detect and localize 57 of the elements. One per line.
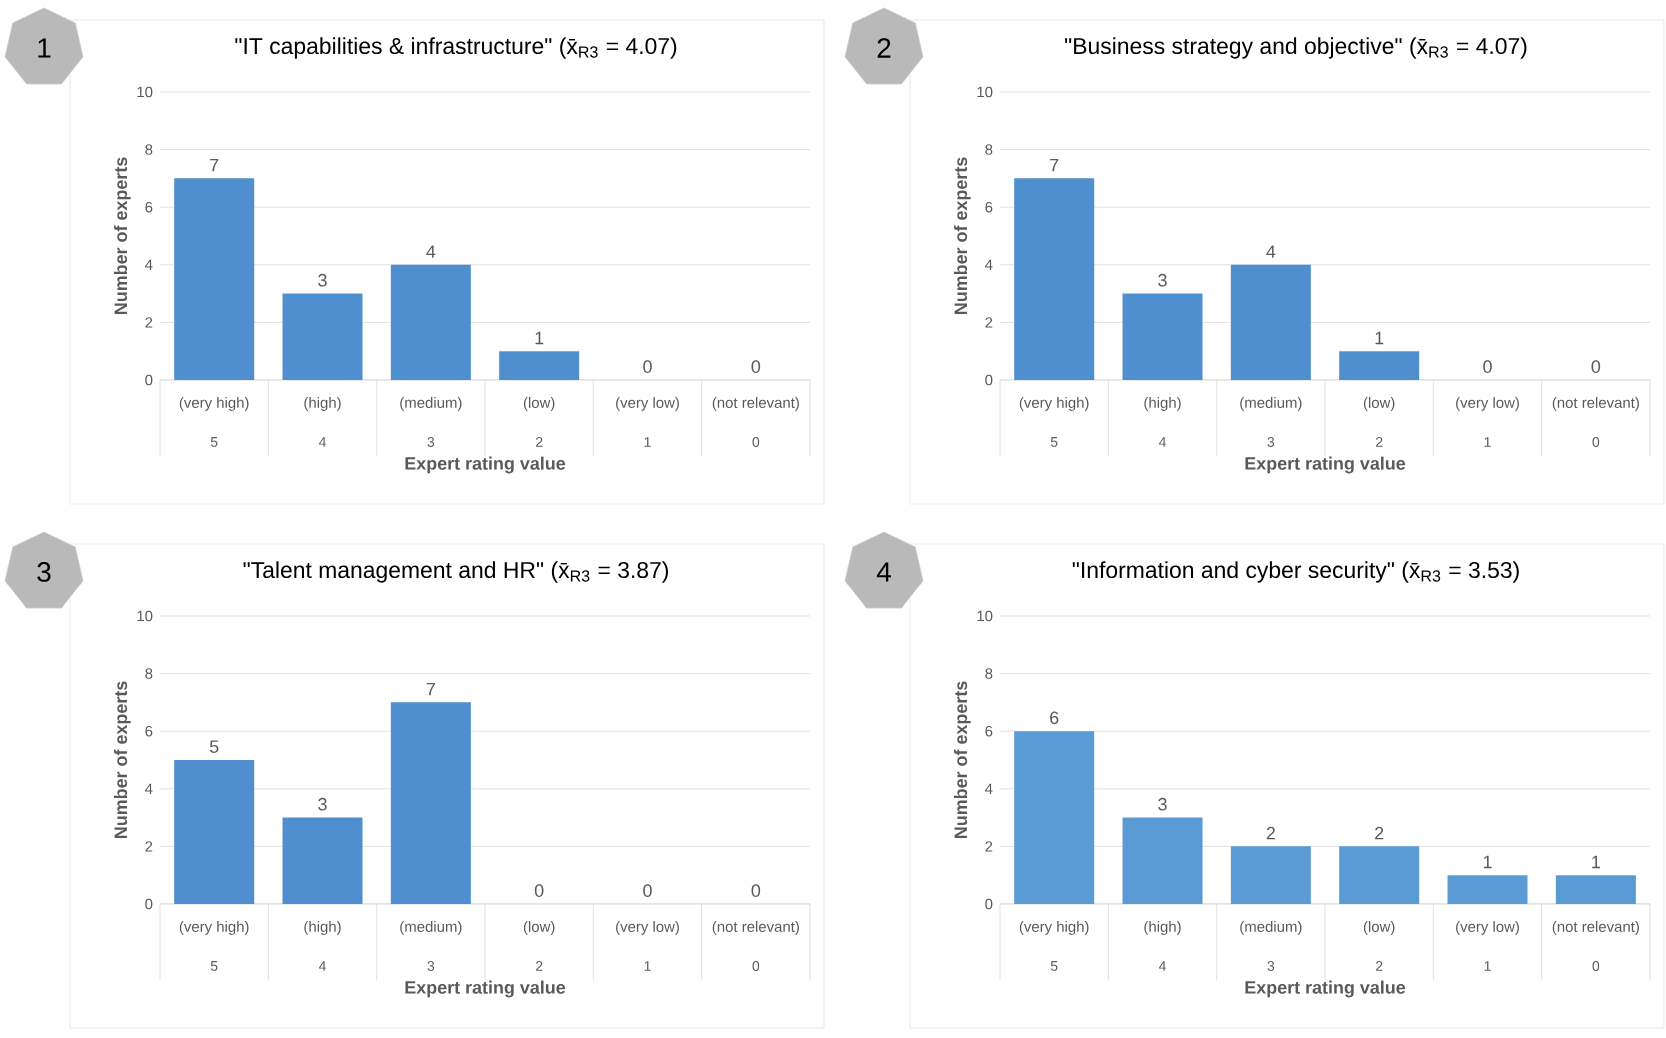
bar xyxy=(1555,875,1636,904)
chart-title: "Business strategy and objective" (x̄$_{R3}$ = 4.07) xyxy=(1065,37,1527,59)
data-label: 3 xyxy=(318,273,327,287)
bar xyxy=(390,702,471,904)
x-axis-title: Expert rating value xyxy=(1245,456,1406,474)
chart-title: "IT capabilities & infrastructure" (x̄$_{R3}$ = 4.07) xyxy=(235,37,677,59)
data-label: 0 xyxy=(643,360,652,373)
bar xyxy=(1122,817,1203,904)
data-label: 3 xyxy=(1158,797,1167,811)
text: 4 xyxy=(876,562,891,582)
bar xyxy=(1447,875,1528,904)
bar xyxy=(174,178,255,380)
chart-title: "Talent management and HR" (x̄$_{R3}$ = 3.87) xyxy=(243,561,669,583)
bar xyxy=(1230,264,1311,380)
data-label: 0 xyxy=(1591,360,1601,373)
data-label: 7 xyxy=(1050,158,1059,172)
data-label: 1 xyxy=(1592,855,1600,869)
bar xyxy=(1014,731,1095,904)
bar xyxy=(1339,351,1420,380)
x-axis-title: Expert rating value xyxy=(405,456,566,474)
bar xyxy=(174,759,255,904)
data-label: 7 xyxy=(210,158,219,172)
x-axis-title: Expert rating value xyxy=(405,980,566,998)
chart-title: "Information and cyber security" (x̄$_{R3}$ = 3.53) xyxy=(1072,561,1519,583)
data-label: 2 xyxy=(1375,826,1384,840)
bar xyxy=(1014,178,1095,380)
data-label: 5 xyxy=(209,740,219,753)
text: 2 xyxy=(877,38,891,58)
y-axis-title: Number of experts xyxy=(113,681,131,838)
text: 1 xyxy=(38,38,51,58)
data-label: 3 xyxy=(318,797,327,811)
data-label: 0 xyxy=(751,884,761,897)
data-label: 0 xyxy=(751,360,761,373)
bar xyxy=(282,293,363,380)
y-axis-title: Number of experts xyxy=(113,157,131,314)
data-label: 2 xyxy=(1266,826,1275,840)
text: 3 xyxy=(37,562,51,582)
y-axis-title: Number of experts xyxy=(953,681,971,838)
data-label: 4 xyxy=(1266,245,1276,258)
data-label: 6 xyxy=(1050,711,1059,725)
bar xyxy=(390,264,471,380)
data-label: 1 xyxy=(535,331,544,345)
data-label: 0 xyxy=(1483,360,1492,373)
data-label: 1 xyxy=(1483,855,1492,869)
bar xyxy=(1230,846,1311,904)
y-axis-title: Number of experts xyxy=(953,157,971,314)
bar xyxy=(499,351,580,380)
bar xyxy=(1339,846,1420,904)
data-label: 1 xyxy=(1375,331,1384,345)
data-label: 4 xyxy=(426,245,436,258)
data-label: 7 xyxy=(426,682,435,696)
x-axis-title: Expert rating value xyxy=(1245,980,1406,998)
data-label: 0 xyxy=(643,884,652,897)
bar xyxy=(282,817,363,904)
bar xyxy=(1122,293,1203,380)
data-label: 0 xyxy=(534,884,544,897)
data-label: 3 xyxy=(1158,273,1167,287)
